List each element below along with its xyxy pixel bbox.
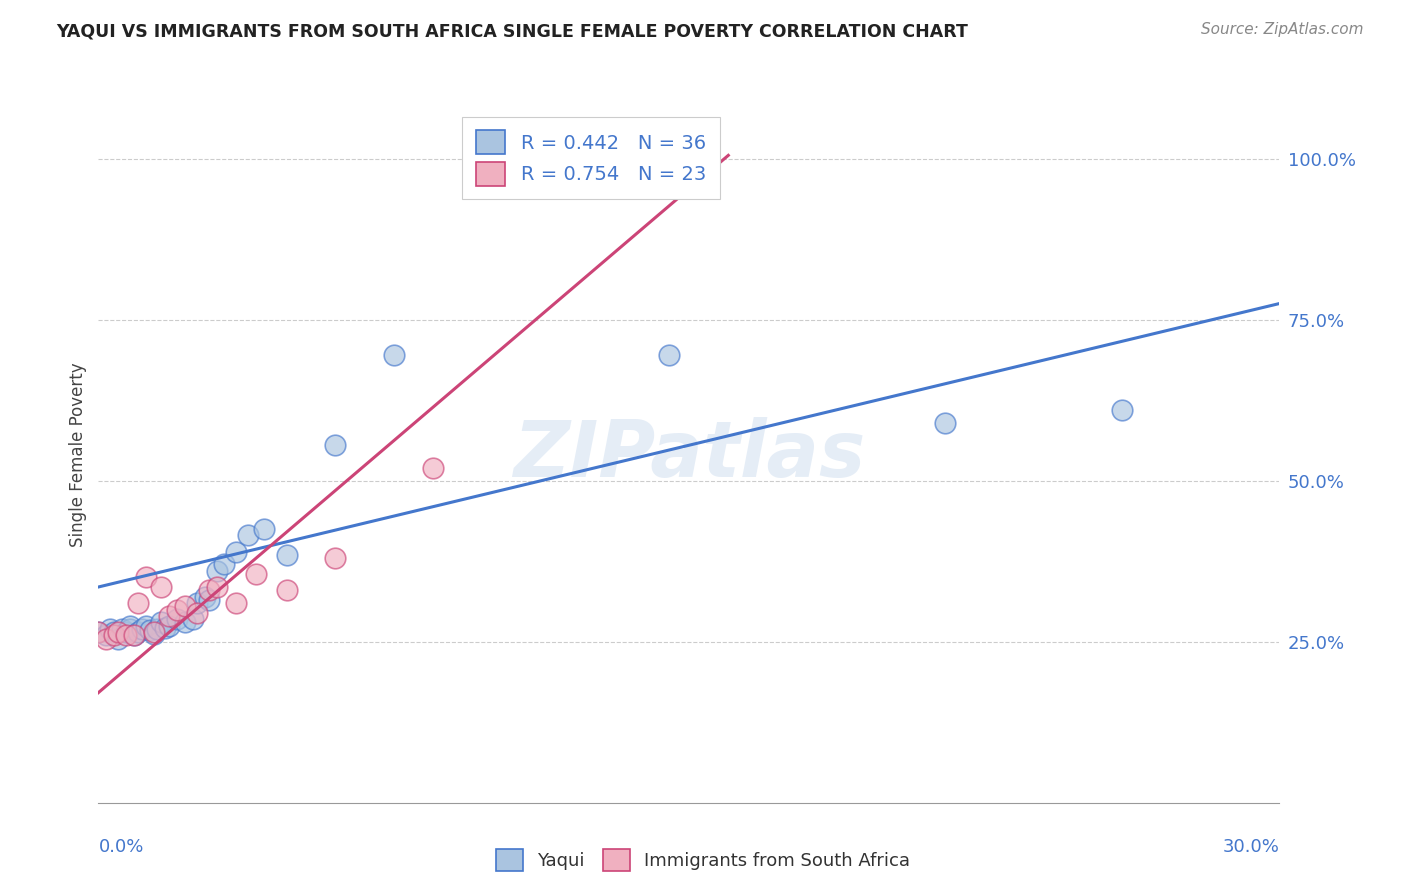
Point	[236, 528, 259, 542]
Point	[658, 348, 681, 362]
Point	[382, 348, 405, 362]
Point	[96, 628, 118, 642]
Point	[205, 580, 228, 594]
Y-axis label: Single Female Poverty: Single Female Poverty	[69, 363, 87, 547]
Text: 0.0%: 0.0%	[98, 838, 143, 856]
Point	[323, 551, 346, 566]
Point	[245, 567, 267, 582]
Point	[135, 618, 157, 632]
Point	[214, 558, 236, 572]
Text: 30.0%: 30.0%	[1223, 838, 1279, 856]
Point	[135, 570, 157, 584]
Point	[150, 580, 173, 594]
Point	[118, 622, 141, 636]
Text: YAQUI VS IMMIGRANTS FROM SOUTH AFRICA SINGLE FEMALE POVERTY CORRELATION CHART: YAQUI VS IMMIGRANTS FROM SOUTH AFRICA SI…	[56, 22, 969, 40]
Point	[276, 548, 298, 562]
Point	[127, 596, 149, 610]
Point	[150, 615, 173, 630]
Point	[122, 628, 145, 642]
Point	[155, 621, 177, 635]
Point	[115, 625, 138, 640]
Point	[138, 623, 160, 637]
Point	[103, 628, 125, 642]
Text: ZIPatlas: ZIPatlas	[513, 417, 865, 493]
Point	[96, 632, 118, 646]
Point	[197, 592, 219, 607]
Point	[1111, 402, 1133, 417]
Point	[174, 599, 197, 614]
Point	[194, 590, 217, 604]
Point	[142, 627, 165, 641]
Point	[323, 438, 346, 452]
Point	[142, 625, 165, 640]
Point	[225, 596, 247, 610]
Point	[205, 564, 228, 578]
Text: Source: ZipAtlas.com: Source: ZipAtlas.com	[1201, 22, 1364, 37]
Point	[253, 522, 276, 536]
Point	[166, 612, 188, 626]
Point	[122, 628, 145, 642]
Point	[107, 625, 129, 640]
Point	[87, 625, 110, 640]
Point	[934, 416, 956, 430]
Point	[118, 618, 141, 632]
Legend: R = 0.442   N = 36, R = 0.754   N = 23: R = 0.442 N = 36, R = 0.754 N = 23	[463, 117, 720, 199]
Point	[131, 622, 153, 636]
Point	[166, 602, 188, 616]
Point	[98, 622, 121, 636]
Point	[697, 178, 720, 192]
Point	[115, 628, 138, 642]
Point	[181, 612, 204, 626]
Point	[103, 625, 125, 640]
Point	[157, 618, 180, 632]
Point	[107, 632, 129, 646]
Point	[560, 178, 582, 192]
Point	[186, 596, 208, 610]
Point	[111, 622, 134, 636]
Point	[87, 625, 110, 640]
Legend: Yaqui, Immigrants from South Africa: Yaqui, Immigrants from South Africa	[488, 842, 918, 879]
Point	[157, 609, 180, 624]
Point	[197, 583, 219, 598]
Point	[225, 544, 247, 558]
Point	[174, 615, 197, 630]
Point	[186, 606, 208, 620]
Point	[422, 460, 444, 475]
Point	[127, 625, 149, 640]
Point	[276, 583, 298, 598]
Point	[146, 622, 169, 636]
